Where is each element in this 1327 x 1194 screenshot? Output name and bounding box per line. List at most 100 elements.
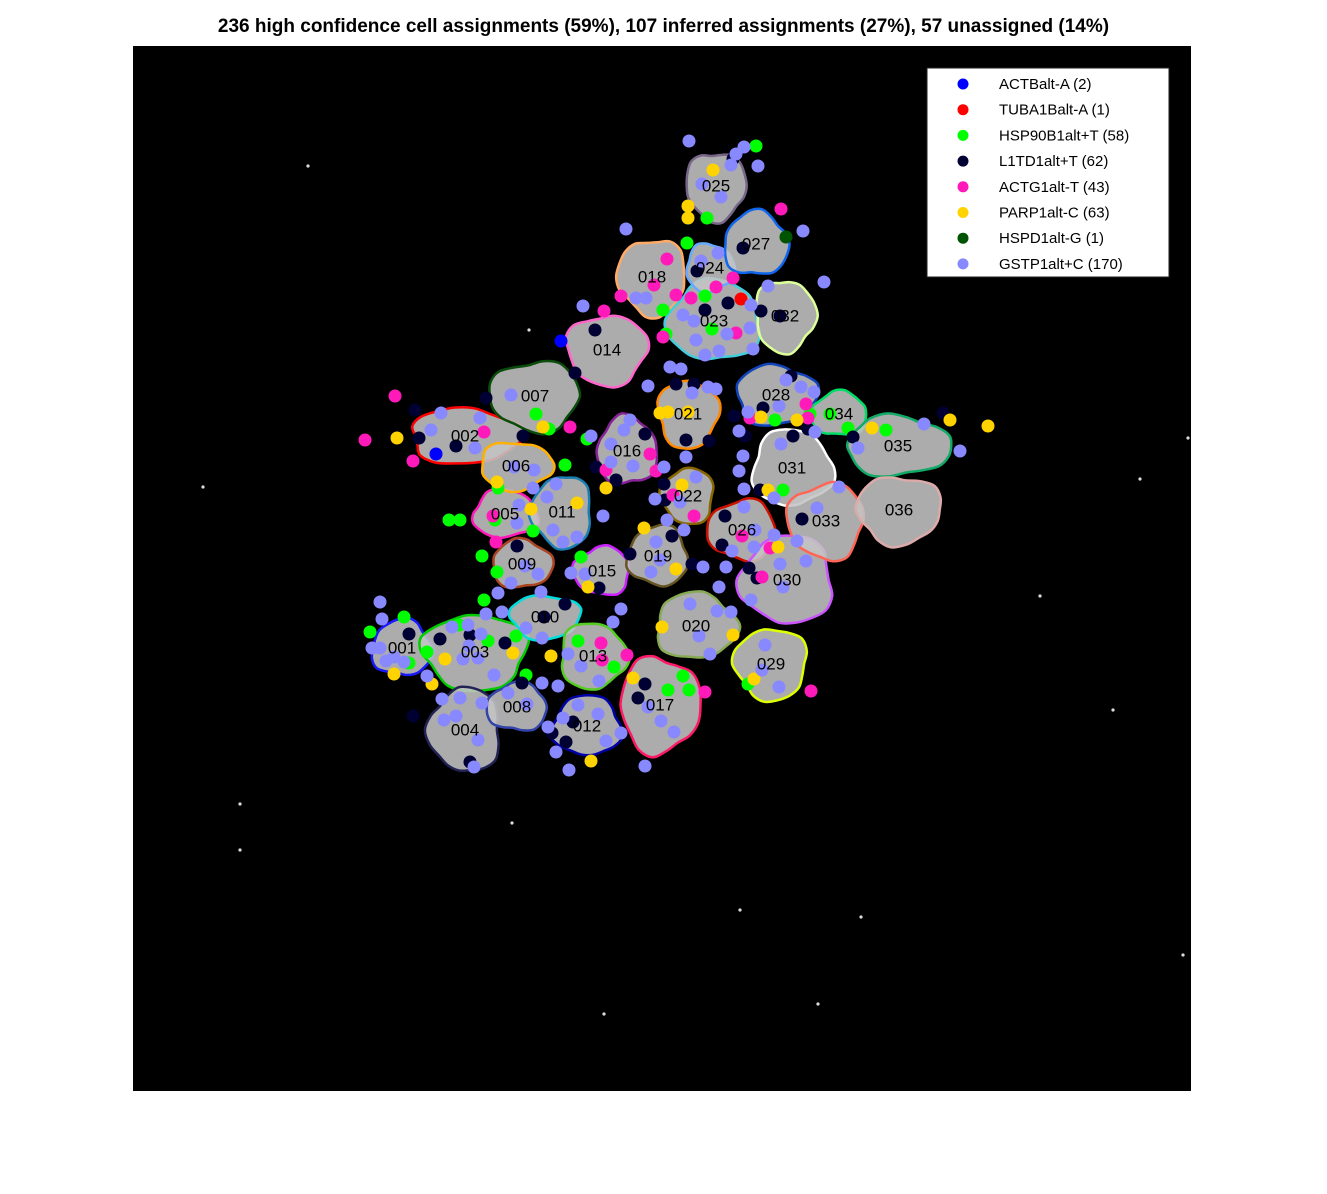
spot-point (556, 711, 570, 725)
cell-013-label: 013 (579, 646, 607, 665)
spot-point (799, 397, 813, 411)
spot-point (790, 534, 804, 548)
spot-point (767, 528, 781, 542)
spot-point (681, 199, 695, 213)
spot-point (623, 547, 637, 561)
spot-point (682, 134, 696, 148)
legend: ACTBalt-A (2) TUBA1Balt-A (1) HSP90B1alt+T… (926, 67, 1170, 278)
spot-point (604, 437, 618, 451)
spot-point (644, 565, 658, 579)
spot-point (406, 709, 420, 723)
spot-point (471, 733, 485, 747)
spot-point (649, 535, 663, 549)
spot-point (721, 296, 735, 310)
spot-point (846, 430, 860, 444)
speckle (1181, 953, 1185, 957)
spot-point (614, 726, 628, 740)
spot-point (626, 671, 640, 685)
spot-point (558, 597, 572, 611)
spot-point (597, 304, 611, 318)
spot-point (456, 652, 470, 666)
spot-point (516, 429, 530, 443)
spot-point (726, 628, 740, 642)
spot-point (684, 291, 698, 305)
spot-point (698, 348, 712, 362)
spot-point (387, 667, 401, 681)
spot-point (424, 423, 438, 437)
spot-point (685, 386, 699, 400)
spot-point (709, 382, 723, 396)
spot-point (535, 676, 549, 690)
spot-point (551, 679, 565, 693)
spot-point (656, 330, 670, 344)
spot-point (479, 391, 493, 405)
cell-018-label: 018 (638, 267, 666, 286)
spot-point (584, 754, 598, 768)
spot-point (687, 314, 701, 328)
spot-point (715, 538, 729, 552)
spot-point (614, 602, 628, 616)
spot-point (724, 605, 738, 619)
cell-002-label: 002 (451, 426, 479, 445)
spot-point (786, 429, 800, 443)
spot-point (433, 632, 447, 646)
spot-point (657, 477, 671, 491)
spot-point (473, 411, 487, 425)
cell-028-label: 028 (762, 385, 790, 404)
spot-point (767, 491, 781, 505)
spot-point (718, 509, 732, 523)
cell-012-label: 012 (573, 716, 601, 735)
spot-point (623, 413, 637, 427)
speckle (306, 164, 310, 168)
spot-point (779, 230, 793, 244)
spot-point (571, 698, 585, 712)
spot-point (727, 409, 741, 423)
spot-point (790, 413, 804, 427)
spot-point (498, 636, 512, 650)
spot-point (641, 700, 655, 714)
spot-point (568, 366, 582, 380)
speckle (1111, 708, 1115, 712)
spot-point (758, 638, 772, 652)
spot-point (705, 322, 719, 336)
spot-point (823, 407, 837, 421)
spot-point (449, 439, 463, 453)
spot-point (712, 344, 726, 358)
legend-label: TUBA1Balt-A (1) (999, 102, 1110, 119)
spot-point (749, 139, 763, 153)
spot-point (365, 641, 379, 655)
cell-027-label: 027 (742, 234, 770, 253)
spot-point (489, 535, 503, 549)
spot-point (479, 607, 493, 621)
spot-point (656, 303, 670, 317)
spot-point (486, 509, 500, 523)
spot-point (504, 388, 518, 402)
spot-point (626, 459, 640, 473)
spot-point (679, 433, 693, 447)
cell-024-label: 024 (696, 258, 724, 277)
spot-point (732, 464, 746, 478)
spot-point (595, 653, 609, 667)
spot-point (564, 566, 578, 580)
speckle (510, 821, 514, 825)
spot-point (524, 502, 538, 516)
speckle (816, 1002, 820, 1006)
spot-point (702, 434, 716, 448)
cell-021-label: 021 (674, 404, 702, 423)
speckle (527, 328, 531, 332)
spot-point (397, 655, 411, 669)
spot-point (694, 254, 708, 268)
spot-point (679, 450, 693, 464)
spot-point (373, 595, 387, 609)
spot-point (748, 523, 762, 537)
spot-point (681, 405, 695, 419)
spot-point (491, 586, 505, 600)
cell-023-label: 023 (700, 311, 728, 330)
spot-point (474, 627, 488, 641)
spot-point (581, 580, 595, 594)
spot-point (449, 709, 463, 723)
spot-point (509, 629, 523, 643)
spot-point (865, 421, 879, 435)
spot-point (526, 524, 540, 538)
